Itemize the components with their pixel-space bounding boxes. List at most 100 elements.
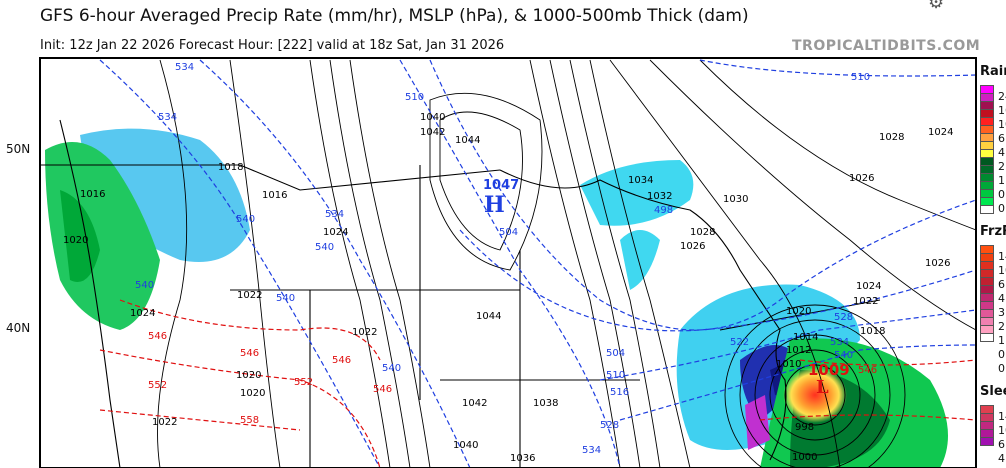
map-title: GFS 6-hour Averaged Precip Rate (mm/hr),… bbox=[40, 6, 749, 26]
isobar-label: 1024 bbox=[130, 308, 155, 319]
isobar-label: 998 bbox=[795, 422, 814, 433]
legend-label: 4 bbox=[998, 146, 1005, 159]
thickness-label: 534 bbox=[175, 62, 194, 73]
isobar-label: 1026 bbox=[849, 173, 874, 184]
thickness-label: 510 bbox=[606, 370, 625, 381]
legend-label: 4 bbox=[998, 292, 1005, 305]
thickness-label: 552 bbox=[148, 380, 167, 391]
legend-swatch bbox=[980, 205, 994, 214]
thickness-labels: 534 534 510 540 534 540 540 540 504 498 … bbox=[135, 62, 870, 456]
isobar-label: 1012 bbox=[786, 345, 811, 356]
legend-frzr-title: FrzR bbox=[980, 224, 1006, 239]
borders-coastlines bbox=[40, 119, 881, 468]
precip-heavy-rain bbox=[783, 367, 847, 423]
isobar-label: 1040 bbox=[453, 440, 478, 451]
isobar-label: 1020 bbox=[63, 235, 88, 246]
thickness-label: 510 bbox=[405, 92, 424, 103]
legend-label: 10 bbox=[998, 424, 1006, 437]
isobar-label: 1016 bbox=[80, 189, 105, 200]
legend-swatch bbox=[980, 333, 994, 342]
isobar-label: 1040 bbox=[420, 112, 445, 123]
warm-thickness-labels: 546 546 552 558 546 552 546 546 bbox=[148, 331, 877, 426]
thickness-label: 546 bbox=[373, 384, 392, 395]
precip-mixed bbox=[745, 395, 770, 450]
high-pressure-value: 1047 bbox=[483, 178, 519, 193]
thickness-label: 510 bbox=[851, 72, 870, 83]
legend-label: 24 bbox=[998, 90, 1006, 103]
thickness-label: 528 bbox=[834, 312, 853, 323]
thickness-label: 558 bbox=[240, 415, 259, 426]
isobar-label: 1026 bbox=[925, 258, 950, 269]
brand-logo[interactable]: TROPICALTIDBITS.COM bbox=[792, 38, 981, 54]
map-frame bbox=[39, 57, 977, 468]
isobar-label: 1038 bbox=[533, 398, 558, 409]
thickness-label: 534 bbox=[582, 445, 601, 456]
thickness-label: 546 bbox=[240, 348, 259, 359]
legend-label: 1 bbox=[998, 334, 1005, 347]
precip-snow-lakes bbox=[580, 160, 694, 226]
isobar-label: 1024 bbox=[928, 127, 953, 138]
legend-label: 16 bbox=[998, 104, 1006, 117]
isobar-label: 1022 bbox=[352, 327, 377, 338]
thickness-label: 504 bbox=[606, 348, 625, 359]
isobar-label: 1022 bbox=[853, 296, 878, 307]
thickness-label: 516 bbox=[610, 387, 629, 398]
isobar-label: 1014 bbox=[793, 332, 818, 343]
isobars bbox=[157, 59, 976, 468]
gear-icon[interactable]: ⚙ bbox=[928, 0, 945, 13]
isobar-label: 1028 bbox=[879, 132, 904, 143]
legend-label: 2 bbox=[998, 320, 1005, 333]
precip-snow-west bbox=[80, 128, 250, 262]
high-pressure-label: H bbox=[484, 192, 505, 218]
legend-rain-title: Rain bbox=[980, 64, 1006, 79]
thickness-label: 498 bbox=[654, 205, 673, 216]
legend-label: 14 bbox=[998, 410, 1006, 423]
thickness-label: 534 bbox=[158, 112, 177, 123]
thickness-label: 540 bbox=[236, 214, 255, 225]
legend: Rain 2416106421.50.50.1 FrzR 1410643210.… bbox=[978, 58, 1006, 468]
legend-label: 14 bbox=[998, 250, 1006, 263]
thickness-cold-lines bbox=[99, 59, 976, 468]
isobar-label: 1018 bbox=[860, 326, 885, 337]
thickness-label: 534 bbox=[325, 209, 344, 220]
isobar-label: 1044 bbox=[476, 311, 501, 322]
thickness-label: 540 bbox=[276, 293, 295, 304]
legend-label: 3 bbox=[998, 467, 1005, 468]
isobar-label: 1022 bbox=[237, 290, 262, 301]
legend-sleet-title: Sleet bbox=[980, 384, 1006, 399]
legend-label: 2 bbox=[998, 160, 1005, 173]
isobar-label: 1020 bbox=[240, 388, 265, 399]
isobar-label: 1024 bbox=[323, 227, 348, 238]
isobar-label: 1010 bbox=[776, 359, 801, 370]
isobar-label: 1016 bbox=[262, 190, 287, 201]
isobar-label: 1026 bbox=[680, 241, 705, 252]
legend-label: 0.1 bbox=[998, 362, 1006, 375]
isobar-label: 1020 bbox=[786, 306, 811, 317]
isobar-labels: 1040 1042 1044 1018 1016 1016 1020 1024 … bbox=[63, 112, 953, 464]
legend-label: 0.5 bbox=[998, 188, 1006, 201]
isobar-label: 1042 bbox=[420, 127, 445, 138]
thickness-label: 540 bbox=[834, 350, 853, 361]
latitude-label: 50N bbox=[6, 142, 31, 156]
thickness-label: 546 bbox=[858, 365, 877, 376]
legend-label: 0.1 bbox=[998, 202, 1006, 215]
thickness-label: 552 bbox=[294, 377, 313, 388]
legend-label: 6 bbox=[998, 438, 1005, 451]
low-pressure-value: 1009 bbox=[808, 361, 850, 379]
precip-rain-west bbox=[45, 142, 160, 330]
thickness-label: 534 bbox=[830, 337, 849, 348]
thickness-warm-lines bbox=[99, 299, 976, 468]
precip-snow-lakes-south bbox=[620, 230, 660, 290]
legend-label: 10 bbox=[998, 118, 1006, 131]
legend-label: 10 bbox=[998, 264, 1006, 277]
thickness-label: 540 bbox=[315, 242, 334, 253]
thickness-label: 528 bbox=[600, 420, 619, 431]
isobar-label: 1030 bbox=[723, 194, 748, 205]
isobar-label: 1042 bbox=[462, 398, 487, 409]
legend-label: 3 bbox=[998, 306, 1005, 319]
isobar-label: 1020 bbox=[236, 370, 261, 381]
map-subtitle: Init: 12z Jan 22 2026 Forecast Hour: [22… bbox=[40, 38, 505, 53]
isobar-label: 1032 bbox=[647, 191, 672, 202]
low-pressure-label: L bbox=[816, 377, 829, 398]
